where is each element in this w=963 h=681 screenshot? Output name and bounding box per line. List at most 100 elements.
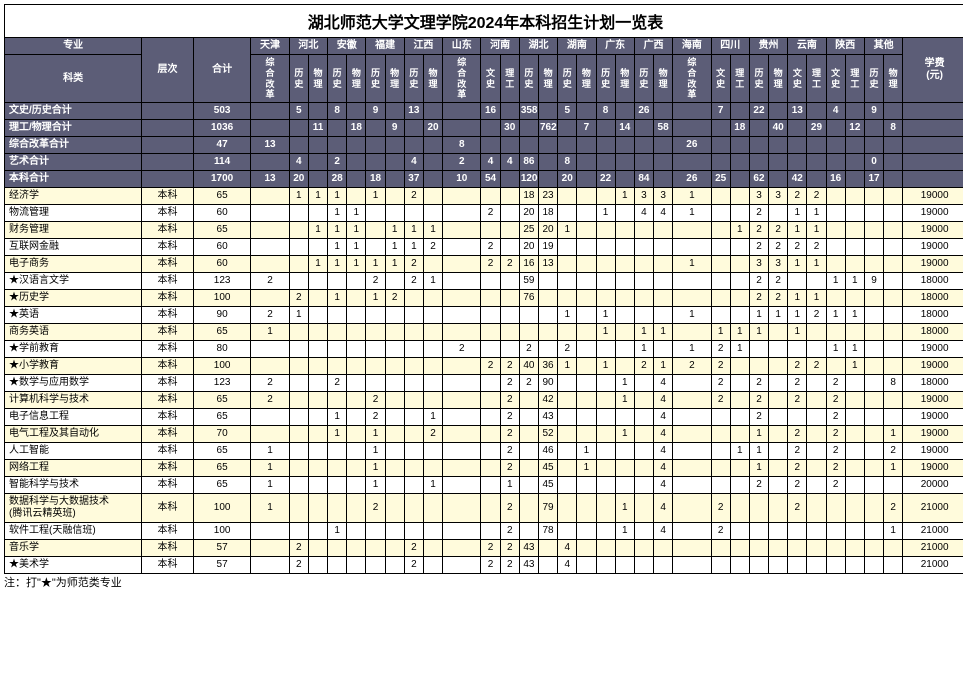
table-row: 电气工程及其自动化本科7011225214122119000 — [5, 426, 963, 443]
data-cell — [730, 426, 749, 443]
data-cell: 2 — [826, 460, 845, 477]
level: 本科 — [142, 460, 194, 477]
data-cell — [289, 494, 308, 523]
data-cell — [443, 239, 481, 256]
data-cell — [538, 273, 557, 290]
data-cell: 2 — [807, 239, 826, 256]
data-cell: 1 — [749, 307, 768, 324]
data-cell — [615, 256, 634, 273]
data-cell: 1 — [308, 256, 327, 273]
data-cell — [423, 256, 442, 273]
data-cell: 3 — [769, 256, 788, 273]
data-cell: 1 — [347, 222, 366, 239]
data-cell: 2 — [385, 290, 404, 307]
data-cell — [807, 409, 826, 426]
data-cell — [730, 523, 749, 540]
fee: 18000 — [903, 273, 963, 290]
row-total: 65 — [193, 477, 251, 494]
data-cell: 4 — [654, 426, 673, 443]
fee: 21000 — [903, 557, 963, 574]
data-cell — [769, 392, 788, 409]
data-cell — [615, 290, 634, 307]
data-cell: 2 — [826, 426, 845, 443]
data-cell: 2 — [481, 557, 500, 574]
data-cell: 4 — [654, 375, 673, 392]
data-cell — [615, 358, 634, 375]
data-cell — [577, 358, 596, 375]
data-cell: 2 — [251, 307, 289, 324]
data-cell — [577, 273, 596, 290]
header-cell: 层次 — [142, 38, 194, 103]
data-cell — [558, 523, 577, 540]
summary-label: 综合改革合计 — [5, 137, 142, 154]
data-cell: 43 — [519, 540, 538, 557]
data-cell — [577, 341, 596, 358]
data-cell: 2 — [481, 358, 500, 375]
data-cell: 1 — [500, 477, 519, 494]
data-cell: 4 — [654, 523, 673, 540]
data-cell — [864, 290, 883, 307]
data-cell — [673, 477, 711, 494]
data-cell — [404, 205, 423, 222]
data-cell — [884, 222, 903, 239]
data-cell: 2 — [289, 540, 308, 557]
data-cell: 45 — [538, 460, 557, 477]
data-cell — [289, 273, 308, 290]
data-cell — [845, 222, 864, 239]
table-row: 财务管理本科65111111252011221119000 — [5, 222, 963, 239]
row-total: 60 — [193, 256, 251, 273]
data-cell — [423, 324, 442, 341]
data-cell: 4 — [558, 557, 577, 574]
data-cell: 2 — [500, 358, 519, 375]
data-cell — [328, 540, 347, 557]
data-cell — [596, 409, 615, 426]
data-cell — [289, 358, 308, 375]
data-cell: 2 — [826, 375, 845, 392]
fee: 19000 — [903, 460, 963, 477]
level: 本科 — [142, 540, 194, 557]
data-cell — [347, 341, 366, 358]
data-cell — [845, 477, 864, 494]
data-cell — [423, 205, 442, 222]
data-cell — [884, 358, 903, 375]
data-cell — [730, 409, 749, 426]
data-cell: 2 — [251, 273, 289, 290]
data-cell — [845, 494, 864, 523]
data-cell: 1 — [730, 341, 749, 358]
fee: 18000 — [903, 307, 963, 324]
data-cell: 2 — [251, 375, 289, 392]
data-cell — [443, 358, 481, 375]
data-cell — [634, 222, 653, 239]
table-row: 计算机科学与技术本科652224214222219000 — [5, 392, 963, 409]
row-total: 123 — [193, 375, 251, 392]
summary-label: 本科合计 — [5, 171, 142, 188]
data-cell: 4 — [558, 540, 577, 557]
data-cell: 2 — [404, 557, 423, 574]
data-cell — [251, 222, 289, 239]
header-cell: 历史 — [864, 55, 883, 103]
data-cell — [443, 375, 481, 392]
data-cell — [596, 392, 615, 409]
data-cell — [558, 409, 577, 426]
data-cell: 3 — [749, 188, 768, 205]
data-cell: 1 — [423, 222, 442, 239]
data-cell — [538, 557, 557, 574]
data-cell: 1 — [251, 324, 289, 341]
data-cell: 1 — [845, 358, 864, 375]
data-cell — [634, 557, 653, 574]
data-cell — [289, 205, 308, 222]
data-cell: 23 — [538, 188, 557, 205]
data-cell — [251, 239, 289, 256]
data-cell — [558, 239, 577, 256]
data-cell: 2 — [251, 392, 289, 409]
data-cell — [769, 540, 788, 557]
data-cell — [673, 540, 711, 557]
data-cell: 36 — [538, 358, 557, 375]
data-cell: 18 — [538, 205, 557, 222]
data-cell — [864, 324, 883, 341]
data-cell: 2 — [481, 540, 500, 557]
data-cell — [404, 375, 423, 392]
data-cell — [864, 256, 883, 273]
data-cell: 76 — [519, 290, 538, 307]
data-cell: 1 — [577, 460, 596, 477]
